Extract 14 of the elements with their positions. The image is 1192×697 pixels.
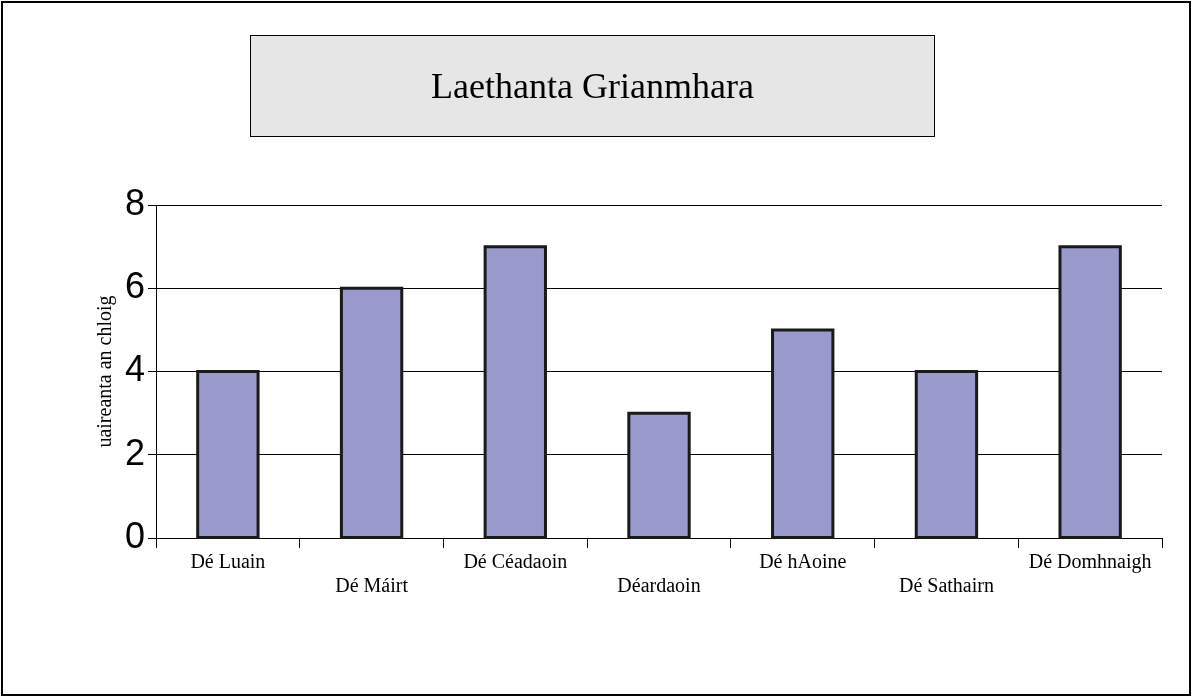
y-tick-label: 4	[124, 348, 146, 390]
x-tick-label: Dé Sathairn	[898, 574, 994, 597]
y-tick-label: 0	[124, 514, 146, 556]
x-tick-label: Dé Domhnaigh	[1028, 550, 1152, 574]
y-tick-label: 2	[124, 431, 146, 473]
x-tick-label: Déardaoin	[617, 574, 701, 597]
x-tick-label: Dé Céadaoin	[463, 550, 568, 573]
x-tick-label: Dé hAoine	[759, 550, 847, 573]
x-tick-label: Dé Máirt	[335, 574, 409, 597]
x-tick-label: Dé Luain	[190, 550, 266, 573]
y-tick-label: 6	[124, 265, 146, 307]
chart-title: Laethanta Grianmhara	[250, 35, 935, 137]
y-axis-title: uaireanta an chloig	[93, 295, 117, 448]
y-tick-label: 8	[124, 181, 146, 223]
